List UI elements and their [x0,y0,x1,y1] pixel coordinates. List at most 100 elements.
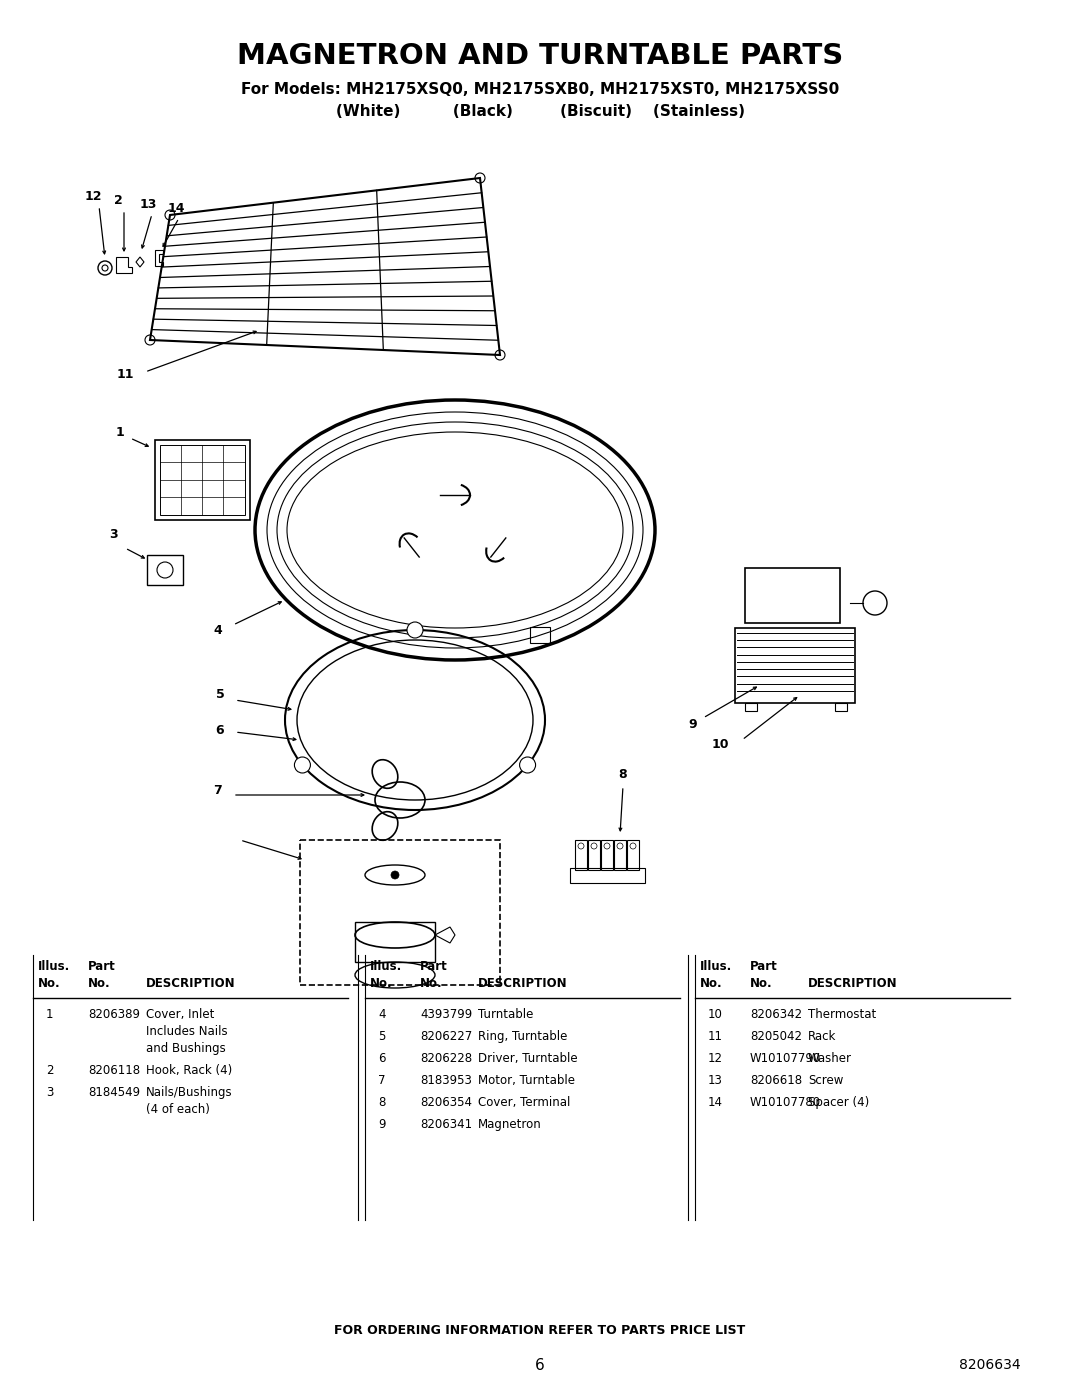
Text: and Bushings: and Bushings [146,1042,226,1055]
Text: 1: 1 [116,426,124,439]
Text: W10107780: W10107780 [750,1097,821,1109]
Text: 3: 3 [46,1085,53,1099]
Text: (4 of each): (4 of each) [146,1104,210,1116]
Text: Thermostat: Thermostat [808,1009,876,1021]
Text: 8184549: 8184549 [87,1085,140,1099]
Text: Illus.: Illus. [38,960,70,972]
Text: Magnetron: Magnetron [478,1118,542,1132]
Text: 6: 6 [378,1052,386,1065]
Text: W10107790: W10107790 [750,1052,821,1065]
Circle shape [519,757,536,773]
Text: 7: 7 [214,784,222,796]
Bar [300,840,500,985]
Text: No.: No. [420,977,443,990]
Text: Illus.: Illus. [700,960,732,972]
Text: 12: 12 [708,1052,723,1065]
Bar [627,840,639,870]
Text: Driver, Turntable: Driver, Turntable [478,1052,578,1065]
Bar [147,555,183,585]
Text: 14: 14 [708,1097,723,1109]
Text: Motor, Turntable: Motor, Turntable [478,1074,575,1087]
Text: 3: 3 [109,528,118,542]
Text: 9: 9 [378,1118,386,1132]
Text: 2: 2 [46,1065,54,1077]
Text: 8206634: 8206634 [959,1358,1021,1372]
Bar [355,922,435,963]
Circle shape [391,870,399,879]
Text: Rack: Rack [808,1030,836,1044]
Text: 13: 13 [708,1074,723,1087]
Text: 8206342: 8206342 [750,1009,802,1021]
Text: 8206341: 8206341 [420,1118,472,1132]
Text: 10: 10 [708,1009,723,1021]
Text: DESCRIPTION: DESCRIPTION [808,977,897,990]
Text: 6: 6 [535,1358,545,1372]
Text: Turntable: Turntable [478,1009,534,1021]
Text: 10: 10 [712,739,729,752]
Text: Hook, Rack (4): Hook, Rack (4) [146,1065,232,1077]
Bar [615,840,626,870]
Text: Washer: Washer [808,1052,852,1065]
Text: Screw: Screw [808,1074,843,1087]
Circle shape [295,757,310,773]
Text: 8206228: 8206228 [420,1052,472,1065]
Text: Illus.: Illus. [370,960,402,972]
Bar [735,629,855,703]
Bar [835,703,847,711]
Text: DESCRIPTION: DESCRIPTION [146,977,235,990]
Text: Part: Part [87,960,116,972]
Bar [570,868,645,883]
Bar [156,440,249,520]
Text: 11: 11 [708,1030,723,1044]
Text: 8206389: 8206389 [87,1009,140,1021]
Text: Nails/Bushings: Nails/Bushings [146,1085,232,1099]
Text: (White)          (Black)         (Biscuit)    (Stainless): (White) (Black) (Biscuit) (Stainless) [336,103,744,119]
Text: 8183953: 8183953 [420,1074,472,1087]
Text: 11: 11 [117,369,134,381]
Text: 1: 1 [46,1009,54,1021]
Text: 8206618: 8206618 [750,1074,802,1087]
Text: DESCRIPTION: DESCRIPTION [478,977,568,990]
Bar [530,627,550,643]
Text: No.: No. [700,977,723,990]
Text: MAGNETRON AND TURNTABLE PARTS: MAGNETRON AND TURNTABLE PARTS [237,42,843,70]
Text: 13: 13 [139,197,157,211]
Text: No.: No. [750,977,772,990]
Text: Part: Part [420,960,448,972]
Bar [745,703,757,711]
Text: No.: No. [87,977,110,990]
Text: 2: 2 [113,194,122,207]
Bar [575,840,588,870]
Text: 4393799: 4393799 [420,1009,472,1021]
Text: Spacer (4): Spacer (4) [808,1097,869,1109]
Text: Part: Part [750,960,778,972]
Text: 5: 5 [378,1030,386,1044]
Text: FOR ORDERING INFORMATION REFER TO PARTS PRICE LIST: FOR ORDERING INFORMATION REFER TO PARTS … [335,1323,745,1337]
Text: 4: 4 [378,1009,386,1021]
Bar [600,840,613,870]
Text: 5: 5 [216,689,225,701]
Text: 9: 9 [689,718,698,732]
Text: 8: 8 [378,1097,386,1109]
Text: For Models: MH2175XSQ0, MH2175SXB0, MH2175XST0, MH2175XSS0: For Models: MH2175XSQ0, MH2175SXB0, MH21… [241,82,839,96]
Text: 8206118: 8206118 [87,1065,140,1077]
Text: 6: 6 [216,724,225,736]
Text: No.: No. [38,977,60,990]
Text: Includes Nails: Includes Nails [146,1025,228,1038]
Bar [588,840,600,870]
Text: 8206227: 8206227 [420,1030,472,1044]
Text: 12: 12 [84,190,102,203]
Text: 14: 14 [167,201,185,215]
Text: 8205042: 8205042 [750,1030,802,1044]
Text: Cover, Inlet: Cover, Inlet [146,1009,214,1021]
Text: 7: 7 [378,1074,386,1087]
Circle shape [407,622,423,638]
Text: Ring, Turntable: Ring, Turntable [478,1030,567,1044]
Text: Cover, Terminal: Cover, Terminal [478,1097,570,1109]
Text: 8: 8 [619,768,627,781]
Text: 8206354: 8206354 [420,1097,472,1109]
Bar [160,446,245,515]
Text: No.: No. [370,977,393,990]
Bar [745,569,840,623]
Text: 4: 4 [214,623,222,637]
